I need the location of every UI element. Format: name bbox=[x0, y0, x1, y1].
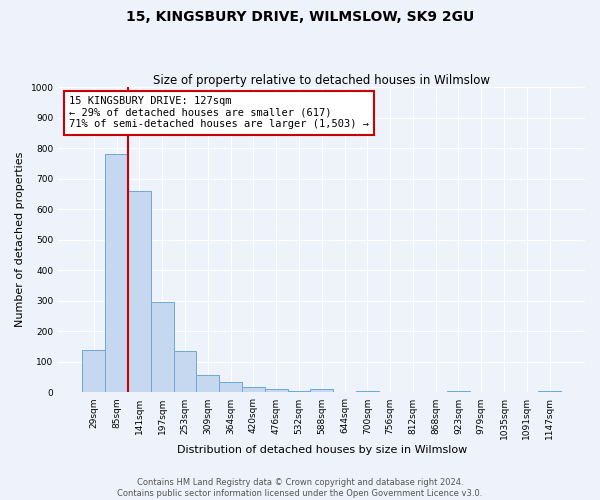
X-axis label: Distribution of detached houses by size in Wilmslow: Distribution of detached houses by size … bbox=[176, 445, 467, 455]
Bar bbox=[151, 302, 173, 392]
Bar bbox=[242, 388, 265, 392]
Bar bbox=[82, 350, 105, 393]
Bar bbox=[265, 389, 287, 392]
Text: Contains HM Land Registry data © Crown copyright and database right 2024.
Contai: Contains HM Land Registry data © Crown c… bbox=[118, 478, 482, 498]
Bar bbox=[219, 382, 242, 392]
Bar bbox=[310, 389, 333, 392]
Bar bbox=[538, 391, 561, 392]
Bar bbox=[173, 351, 196, 393]
Y-axis label: Number of detached properties: Number of detached properties bbox=[15, 152, 25, 328]
Bar bbox=[356, 391, 379, 392]
Bar bbox=[447, 391, 470, 392]
Bar bbox=[196, 375, 219, 392]
Bar bbox=[105, 154, 128, 392]
Bar bbox=[287, 391, 310, 392]
Bar bbox=[128, 191, 151, 392]
Text: 15 KINGSBURY DRIVE: 127sqm
← 29% of detached houses are smaller (617)
71% of sem: 15 KINGSBURY DRIVE: 127sqm ← 29% of deta… bbox=[69, 96, 369, 130]
Title: Size of property relative to detached houses in Wilmslow: Size of property relative to detached ho… bbox=[153, 74, 490, 87]
Text: 15, KINGSBURY DRIVE, WILMSLOW, SK9 2GU: 15, KINGSBURY DRIVE, WILMSLOW, SK9 2GU bbox=[126, 10, 474, 24]
